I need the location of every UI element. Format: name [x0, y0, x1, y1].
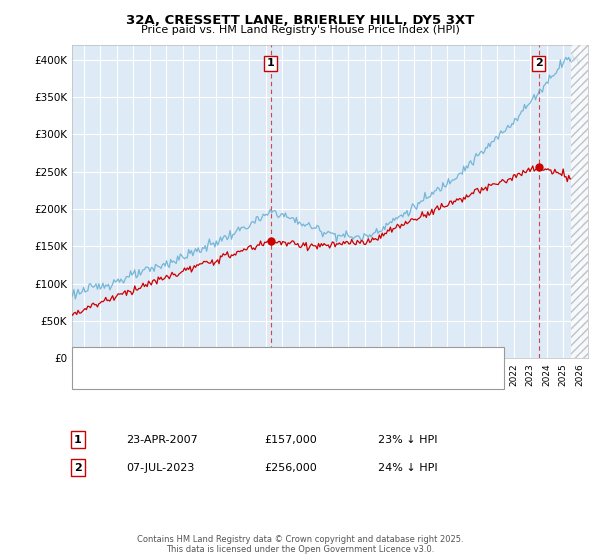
Text: Contains HM Land Registry data © Crown copyright and database right 2025.
This d: Contains HM Land Registry data © Crown c… [137, 535, 463, 554]
Text: 1: 1 [267, 58, 275, 68]
Bar [571, 45, 588, 358]
Text: £157,000: £157,000 [264, 435, 317, 445]
Text: 1: 1 [74, 435, 82, 445]
Text: 23% ↓ HPI: 23% ↓ HPI [378, 435, 437, 445]
Text: £256,000: £256,000 [264, 463, 317, 473]
Text: 2: 2 [74, 463, 82, 473]
Text: Price paid vs. HM Land Registry's House Price Index (HPI): Price paid vs. HM Land Registry's House … [140, 25, 460, 35]
Text: 23-APR-2007: 23-APR-2007 [126, 435, 198, 445]
Text: HPI: Average price, detached house, Dudley: HPI: Average price, detached house, Dudl… [129, 375, 359, 385]
Text: 24% ↓ HPI: 24% ↓ HPI [378, 463, 437, 473]
Text: 32A, CRESSETT LANE, BRIERLEY HILL, DY5 3XT (detached house): 32A, CRESSETT LANE, BRIERLEY HILL, DY5 3… [129, 356, 466, 366]
Text: 2: 2 [535, 58, 542, 68]
Bar [571, 45, 588, 358]
Text: 07-JUL-2023: 07-JUL-2023 [126, 463, 194, 473]
Text: 32A, CRESSETT LANE, BRIERLEY HILL, DY5 3XT: 32A, CRESSETT LANE, BRIERLEY HILL, DY5 3… [126, 14, 474, 27]
